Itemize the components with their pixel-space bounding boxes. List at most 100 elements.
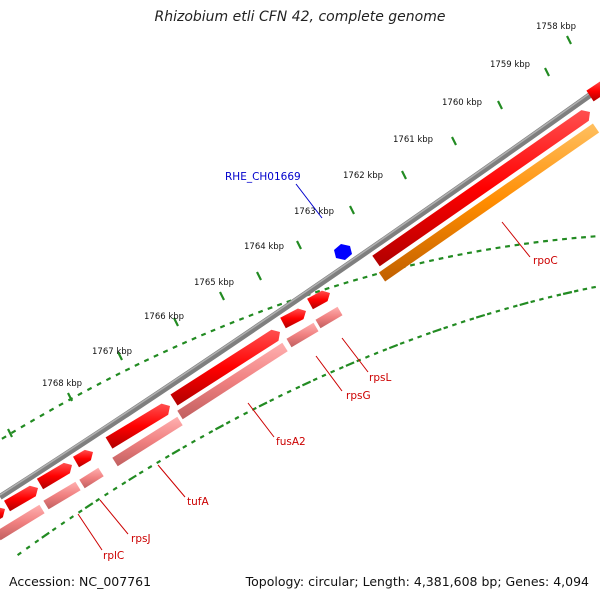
scale-tick	[469, 317, 475, 321]
scale-tick	[447, 254, 454, 259]
leader-tufa	[157, 464, 186, 498]
scale-tick	[138, 470, 144, 475]
gene-fusa2-cds[interactable]	[177, 342, 288, 420]
label-leaders	[77, 183, 531, 551]
scale-tick	[258, 401, 268, 408]
scale-tick	[512, 304, 518, 308]
scale-tick	[476, 249, 482, 253]
scale-tick	[243, 411, 249, 416]
scale-tick	[443, 325, 449, 330]
scale-label: 1761 kbp	[393, 135, 433, 145]
scale-tick	[582, 287, 588, 291]
scale-major-tick	[401, 170, 407, 180]
scale-tick	[330, 369, 336, 374]
gene-rpld-cds[interactable]	[0, 504, 45, 541]
scale-tick	[210, 328, 216, 333]
scale-tick	[164, 454, 170, 459]
scale-labels: 1758 kbp 1759 kbp 1760 kbp 1761 kbp 1762 kbp…	[42, 22, 576, 389]
gene-rpsg-cds[interactable]	[286, 322, 319, 348]
scale-tick	[382, 348, 388, 352]
scale-tick	[39, 413, 45, 418]
scale-tick	[214, 424, 225, 431]
scale-tick	[16, 551, 22, 556]
scale-tick	[561, 237, 568, 241]
scale-tick	[438, 256, 444, 261]
scale-tick	[191, 336, 197, 341]
gene-rplc[interactable]	[36, 462, 72, 490]
scale-major-tick	[566, 35, 572, 45]
gene-rpsj[interactable]	[73, 449, 93, 468]
scale-tick	[190, 439, 196, 444]
scale-major-tick	[67, 392, 73, 402]
gene-label-rpsl[interactable]: rpsL	[369, 372, 391, 384]
leader-rpsg	[315, 355, 343, 392]
gene-rpsl[interactable]	[307, 290, 330, 310]
scale-tick	[343, 281, 349, 285]
scale-tick	[495, 246, 501, 250]
scale-tick	[96, 381, 102, 387]
scale-tick	[417, 334, 423, 339]
scale-tick	[162, 349, 169, 354]
gene-rhe-ch01669[interactable]	[334, 244, 352, 260]
scale-tick	[182, 444, 188, 449]
gene-rpoc-cds[interactable]	[378, 123, 600, 282]
gene-rpsl-cds[interactable]	[315, 306, 343, 329]
scale-tick	[128, 474, 137, 482]
scale-tick	[77, 391, 83, 397]
scale-tick	[533, 240, 539, 244]
leader-rpoc	[501, 221, 531, 258]
scale-major-tick	[451, 136, 457, 146]
scale-tick	[562, 290, 573, 296]
gene-label-rplc[interactable]: rplC	[103, 550, 124, 562]
gene-label-rpsg[interactable]: rpsG	[346, 390, 371, 402]
scale-label: 1762 kbp	[343, 171, 383, 181]
scale-tick	[345, 361, 355, 367]
gene-label-fusa2[interactable]: fusA2	[276, 436, 306, 448]
gene-rpoc[interactable]	[372, 110, 590, 267]
scale-tick	[277, 393, 283, 398]
gene-label-tufa[interactable]: tufA	[187, 496, 209, 508]
gene-rplc-cds[interactable]	[43, 481, 81, 510]
gene-tufa-cds[interactable]	[112, 416, 183, 467]
scale-tick	[409, 263, 416, 267]
scale-tick	[171, 448, 181, 455]
scale-tick	[428, 259, 435, 263]
scale-tick	[134, 362, 140, 367]
scale-major-tick	[173, 317, 179, 327]
scale-tick	[60, 521, 66, 526]
gene-rplw[interactable]	[0, 507, 5, 520]
scale-major-tick	[256, 271, 262, 281]
scale-tick	[425, 331, 431, 336]
scale-tick	[314, 289, 321, 294]
scale-tick	[547, 295, 553, 299]
scale-tick	[504, 244, 511, 248]
scale-tick	[388, 343, 399, 350]
scale-label: 1759 kbp	[490, 60, 530, 70]
scale-tick	[225, 420, 231, 425]
gene-label-rpsj[interactable]: rpsJ	[131, 533, 151, 545]
gene-rpob[interactable]	[586, 81, 600, 102]
gene-label-rpoc[interactable]: rpoC	[533, 255, 558, 267]
gene-tufa[interactable]	[105, 403, 170, 449]
scale-tick	[552, 238, 558, 242]
scale-label: 1766 kbp	[144, 312, 184, 322]
scale-tick	[371, 272, 378, 277]
scale-tick	[295, 385, 301, 390]
scale-tick	[41, 531, 50, 539]
scale-tick	[20, 424, 26, 429]
scale-tick	[324, 286, 330, 291]
gene-rpsg[interactable]	[280, 308, 306, 329]
scale-tick	[105, 377, 112, 382]
gene-rpld[interactable]	[4, 485, 38, 512]
scale-tick	[514, 243, 520, 247]
scale-tick	[591, 285, 596, 289]
leader-fusa2	[247, 402, 275, 438]
gene-fusa2[interactable]	[170, 329, 281, 406]
scale-tick	[181, 340, 188, 345]
gene-label-rhe-ch01669[interactable]: RHE_CH01669	[225, 171, 301, 183]
scale-major-tick	[117, 351, 123, 361]
scale-label: 1763 kbp	[294, 207, 334, 217]
scale-tick	[77, 509, 83, 514]
gene-rpsj-cds[interactable]	[79, 467, 104, 489]
scale-tick	[352, 278, 359, 282]
